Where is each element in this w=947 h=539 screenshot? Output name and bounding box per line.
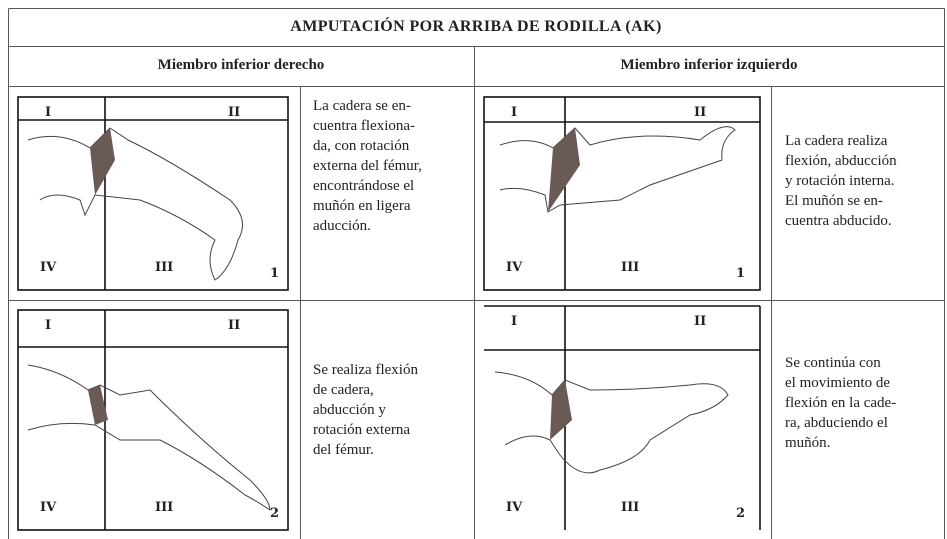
description-line: muñón en ligera <box>313 198 411 214</box>
description-line: flexión en la cade- <box>785 395 897 411</box>
description-line: da, con rotación <box>313 138 410 154</box>
figure-number: 2 <box>736 506 746 521</box>
quadrant-label: III <box>621 500 640 515</box>
quadrant-label: I <box>45 318 52 333</box>
description-line: aducción. <box>313 218 371 234</box>
quadrant-label: II <box>694 314 707 329</box>
quadrant-label: II <box>228 105 241 120</box>
quadrant-label: IV <box>506 500 523 515</box>
column-header: Miembro inferior derecho <box>157 57 325 73</box>
description-line: el movimiento de <box>785 375 890 391</box>
description-line: cuentra flexiona- <box>313 118 416 134</box>
description-line: del fémur. <box>313 442 374 458</box>
description-line: ra, abduciendo el <box>785 415 888 431</box>
description-line: El muñón se en- <box>785 193 883 209</box>
description-line: muñón. <box>785 435 831 451</box>
description-line: rotación externa <box>313 422 411 438</box>
description-line: La cadera realiza <box>785 133 888 149</box>
quadrant-label: I <box>45 105 52 120</box>
description-line: y rotación interna. <box>785 173 895 189</box>
description-line: encontrándose el <box>313 178 415 194</box>
quadrant-label: II <box>694 105 707 120</box>
figure-number: 2 <box>270 506 280 521</box>
description-line: La cadera se en- <box>313 98 411 114</box>
quadrant-label: IV <box>40 500 57 515</box>
description-line: cuentra abducido. <box>785 213 892 229</box>
description-line: Se continúa con <box>785 355 881 371</box>
quadrant-label: III <box>155 500 174 515</box>
quadrant-label: I <box>511 105 518 120</box>
quadrant-label: II <box>228 318 241 333</box>
quadrant-label: IV <box>506 260 523 275</box>
description-line: flexión, abducción <box>785 153 897 169</box>
quadrant-label: I <box>511 314 518 329</box>
figure-number: 1 <box>270 266 280 281</box>
description-line: de cadera, <box>313 382 374 398</box>
quadrant-label: IV <box>40 260 57 275</box>
description-line: abducción y <box>313 402 386 418</box>
description-line: Se realiza flexión <box>313 362 418 378</box>
quadrant-label: III <box>155 260 174 275</box>
description-line: externa del fémur, <box>313 158 422 174</box>
quadrant-label: III <box>621 260 640 275</box>
figure-number: 1 <box>736 266 746 281</box>
column-header: Miembro inferior izquierdo <box>620 57 798 73</box>
table-title: AMPUTACIÓN POR ARRIBA DE RODILLA (AK) <box>290 18 662 35</box>
